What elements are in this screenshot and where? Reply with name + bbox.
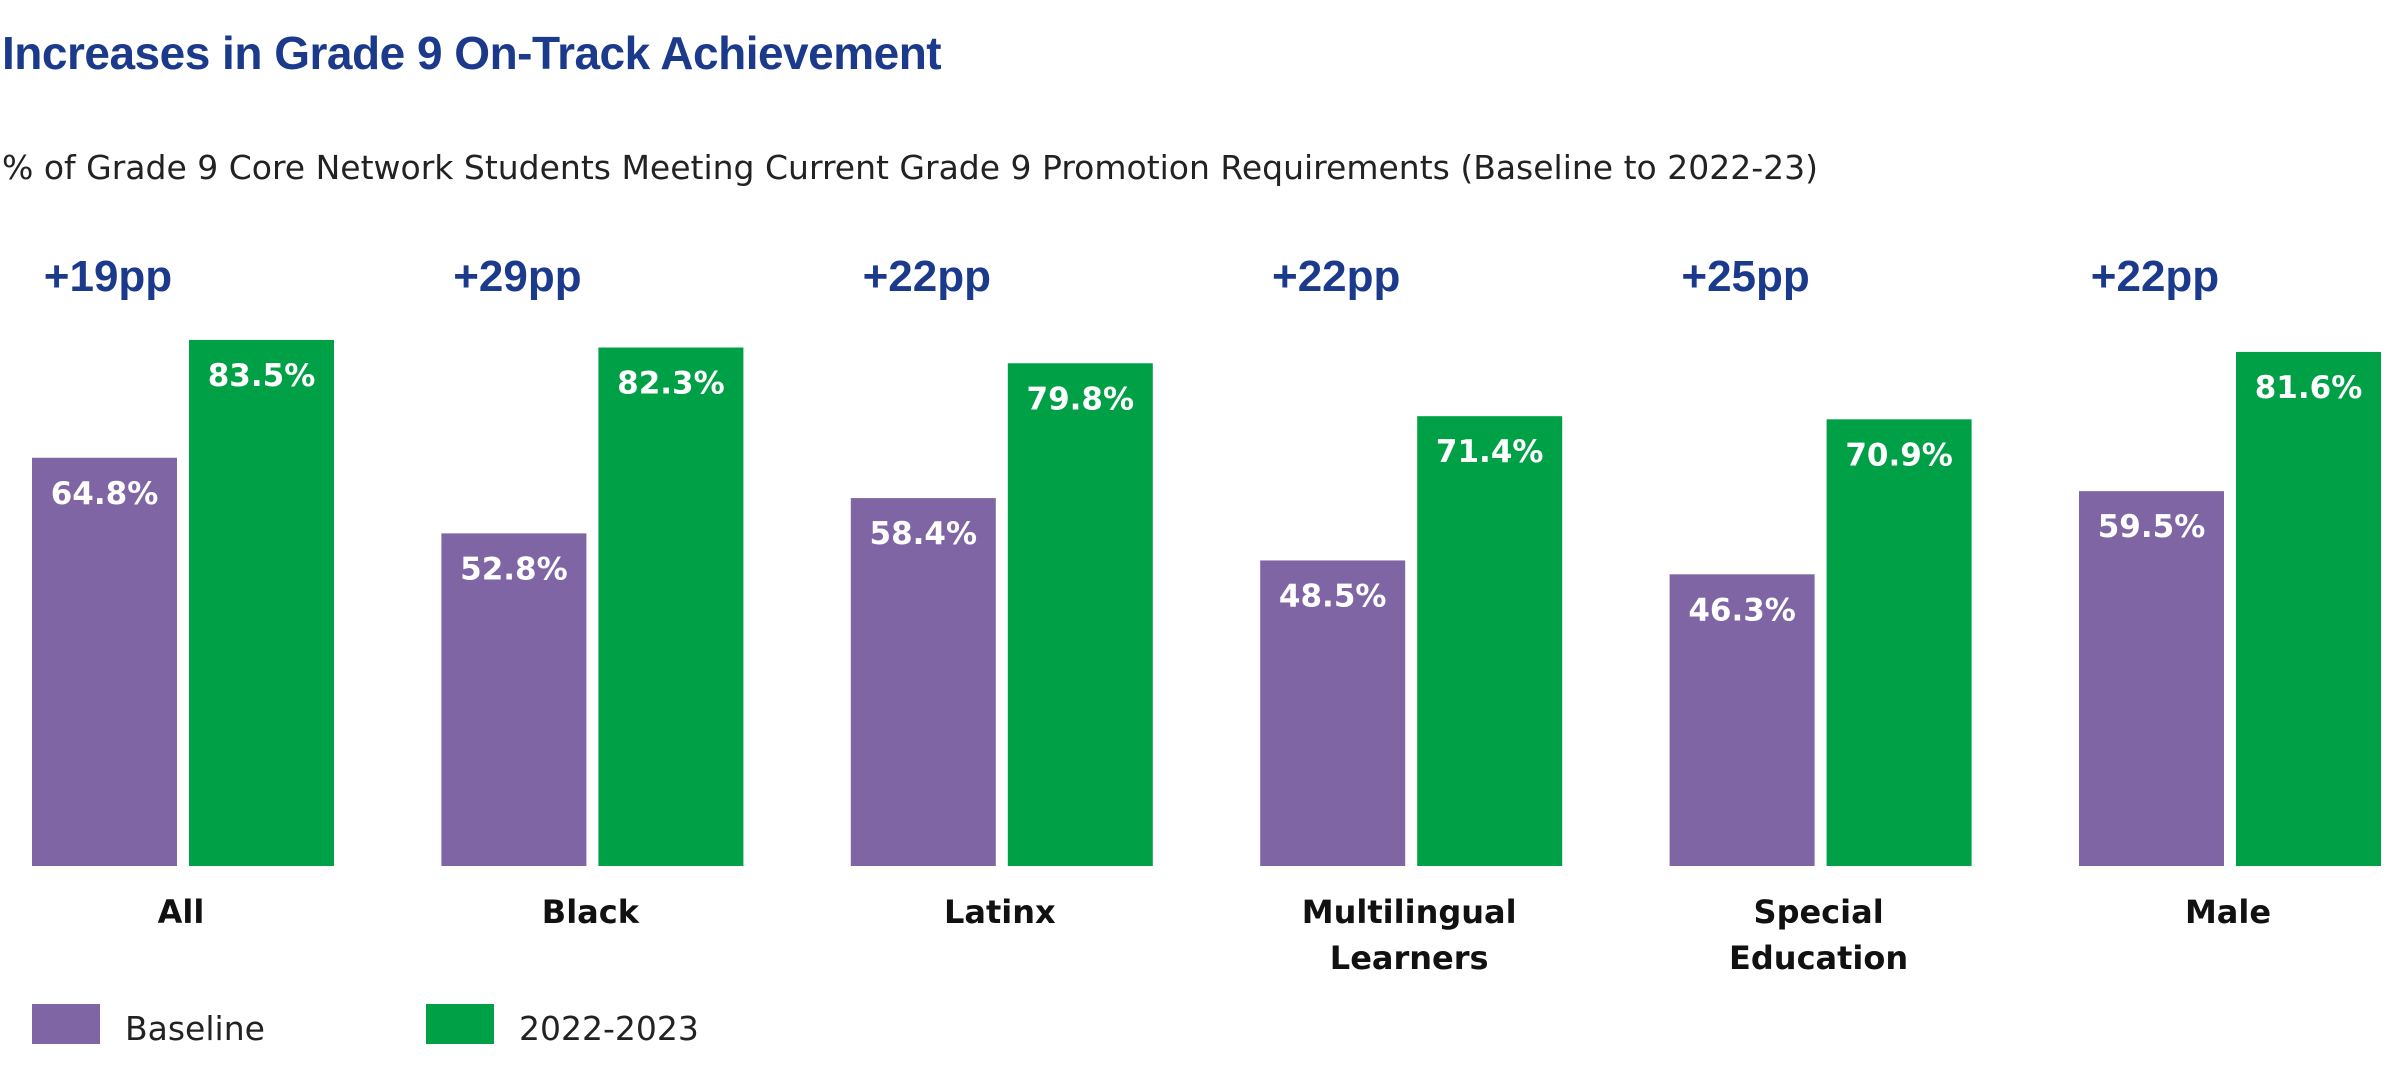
bar-value-label: 83.5% <box>208 358 316 394</box>
legend-swatch-baseline <box>32 1004 100 1044</box>
bar-value-label: 71.4% <box>1436 434 1544 470</box>
difference-label: +22pp <box>863 252 991 301</box>
bar-value-label: 70.9% <box>1845 437 1953 473</box>
labels-layer: 64.8% 83.5% +19pp All 52.8% 82.3% +29pp Black 58… <box>44 252 2362 977</box>
bar-baseline-1 <box>441 533 587 866</box>
difference-label: +29pp <box>453 252 581 301</box>
category-label: Male <box>2185 893 2271 931</box>
bar-value-label: 59.5% <box>2098 509 2206 545</box>
bar-value-label: 46.3% <box>1688 592 1796 628</box>
bar-baseline-3 <box>1260 560 1406 866</box>
category-label: Multilingual <box>1302 893 1517 931</box>
bar-value-label: 81.6% <box>2255 370 2363 406</box>
legend-label: 2022-2023 <box>519 1009 699 1048</box>
bars-layer <box>32 339 2381 866</box>
bar-value-label: 64.8% <box>51 476 159 512</box>
bar-current-4 <box>1826 419 1972 866</box>
difference-label: +19pp <box>44 252 172 301</box>
bar-baseline-2 <box>850 498 996 866</box>
bar-value-label: 79.8% <box>1027 381 1135 417</box>
bar-value-label: 48.5% <box>1279 578 1387 614</box>
category-label: Black <box>542 893 640 931</box>
difference-label: +22pp <box>2091 252 2219 301</box>
bar-current-3 <box>1417 416 1563 866</box>
legend-label: Baseline <box>125 1009 265 1048</box>
category-label: All <box>158 893 205 931</box>
difference-label: +25pp <box>1681 252 1809 301</box>
chart-title: Increases in Grade 9 On-Track Achievemen… <box>2 27 942 79</box>
difference-label: +22pp <box>1272 252 1400 301</box>
chart-subtitle: % of Grade 9 Core Network Students Meeti… <box>2 148 1818 187</box>
bar-baseline-4 <box>1669 574 1815 866</box>
legend: Baseline 2022-2023 <box>32 1004 699 1048</box>
bar-value-label: 58.4% <box>870 516 978 552</box>
category-label: Latinx <box>944 893 1056 931</box>
bar-current-0 <box>189 339 334 866</box>
bar-value-label: 82.3% <box>617 366 725 402</box>
category-label: Education <box>1729 939 1908 977</box>
bar-current-2 <box>1007 363 1153 866</box>
bar-value-label: 52.8% <box>460 551 568 587</box>
category-label: Special <box>1754 893 1884 931</box>
bar-current-5 <box>2236 351 2381 866</box>
bar-current-1 <box>598 347 744 866</box>
bar-baseline-0 <box>32 457 177 866</box>
legend-swatch-current <box>426 1004 494 1044</box>
category-label: Learners <box>1330 939 1489 977</box>
bar-baseline-5 <box>2079 491 2224 866</box>
